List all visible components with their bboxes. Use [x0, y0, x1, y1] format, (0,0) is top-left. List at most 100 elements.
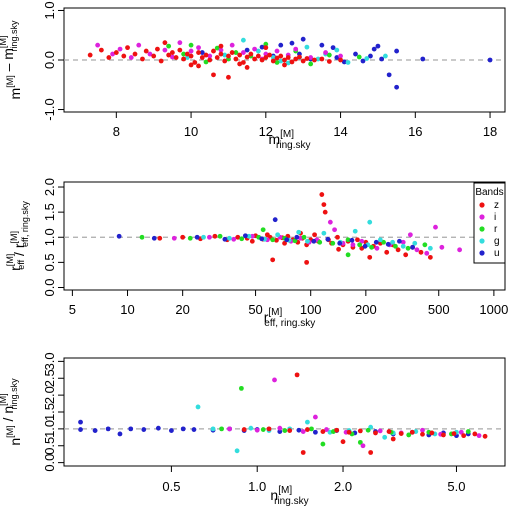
data-point-z	[113, 50, 119, 55]
data-point-i	[350, 242, 356, 248]
data-point-g	[195, 404, 201, 410]
data-point-r	[405, 245, 411, 251]
data-point-z	[368, 450, 374, 455]
y-axis-title-sup: [M]	[5, 75, 15, 88]
data-point-g	[400, 243, 406, 249]
data-point-z	[297, 54, 302, 60]
data-point-z	[151, 53, 157, 59]
legend-marker-r	[479, 226, 485, 232]
data-point-r	[181, 51, 186, 57]
data-point-u	[78, 427, 83, 432]
data-point-g	[305, 238, 310, 244]
data-point-g	[234, 448, 240, 454]
data-point-g	[240, 37, 246, 43]
y-tick-label: 1.0	[42, 228, 57, 246]
data-point-u	[397, 238, 402, 244]
data-point-z	[335, 234, 340, 240]
data-point-r	[326, 52, 332, 58]
data-point-g	[383, 53, 388, 59]
data-point-u	[92, 428, 98, 433]
legend-box	[473, 182, 506, 264]
data-point-z	[240, 60, 246, 65]
data-point-z	[282, 62, 287, 68]
data-point-g	[201, 234, 206, 240]
data-point-z	[304, 56, 310, 61]
x-axis-title-main: m	[268, 131, 280, 147]
x-tick-label: 5.0	[447, 479, 465, 494]
data-point-z	[461, 433, 467, 439]
data-point-u	[259, 236, 265, 242]
y-axis-title-sup: [M]	[5, 425, 15, 438]
data-point-u	[278, 42, 284, 48]
data-point-r	[308, 61, 314, 67]
x-tick-label: 12	[259, 124, 273, 139]
data-point-z	[320, 429, 326, 434]
x-axis-title-sup: [M]	[268, 307, 282, 318]
data-point-u	[373, 239, 379, 245]
y-tick-label: -1.0	[42, 98, 57, 120]
data-point-z	[180, 234, 186, 240]
data-point-u	[371, 46, 377, 52]
data-point-z	[420, 431, 425, 437]
data-point-z	[214, 55, 220, 60]
data-point-u	[368, 53, 373, 59]
data-point-g	[427, 245, 433, 251]
data-point-i	[207, 234, 212, 240]
data-point-z	[87, 52, 93, 58]
data-point-r	[274, 60, 280, 65]
data-point-z	[196, 63, 201, 69]
y-axis-title-sub: eff, ring.sky	[20, 201, 30, 247]
data-point-g	[270, 55, 276, 60]
data-point-i	[147, 51, 153, 57]
data-point-i	[254, 427, 260, 433]
x-axis-title-sub: eff, ring.sky	[264, 318, 315, 329]
data-point-i	[312, 414, 318, 420]
data-point-r	[381, 239, 386, 245]
data-point-z	[121, 53, 127, 59]
data-point-z	[305, 427, 310, 432]
data-point-r	[365, 427, 371, 433]
data-point-i	[407, 232, 413, 238]
data-point-z	[196, 50, 201, 55]
data-point-u	[362, 243, 368, 249]
data-point-i	[424, 250, 430, 256]
data-point-u	[128, 426, 134, 432]
data-point-r	[217, 233, 223, 239]
y-axis-title-part: – m	[0, 48, 16, 75]
data-point-g	[321, 230, 327, 236]
data-point-r	[465, 429, 471, 434]
y-tick-label: 1.0	[42, 1, 57, 19]
data-point-g	[345, 60, 351, 65]
data-point-z	[293, 56, 299, 62]
y-axis-title-sup: [M]	[5, 254, 15, 267]
data-point-i	[196, 45, 201, 51]
data-point-z	[321, 202, 327, 208]
data-point-z	[267, 52, 272, 58]
data-point-u	[349, 237, 355, 243]
data-point-z	[312, 232, 317, 238]
data-point-z	[207, 57, 213, 63]
data-point-z	[326, 59, 332, 64]
data-point-u	[337, 240, 343, 246]
y-axis-title-sub: ring.sky	[9, 20, 19, 52]
data-point-i	[272, 377, 277, 383]
data-point-z	[418, 249, 424, 255]
data-point-z	[346, 429, 352, 435]
data-point-i	[169, 54, 175, 60]
data-point-u	[319, 42, 325, 48]
data-point-r	[356, 54, 362, 60]
data-point-z	[244, 54, 250, 60]
data-point-g	[334, 47, 340, 53]
data-point-g	[222, 52, 228, 58]
data-point-z	[311, 57, 317, 63]
x-axis-title-sub: ring.sky	[274, 496, 308, 507]
x-tick-label: 2.0	[334, 479, 352, 494]
data-point-u	[141, 427, 147, 432]
data-point-u	[180, 426, 186, 432]
data-point-i	[274, 48, 280, 54]
data-point-u	[168, 428, 174, 433]
legend-title: Bands	[475, 187, 503, 198]
data-point-i	[327, 219, 333, 225]
data-point-z	[188, 53, 194, 59]
